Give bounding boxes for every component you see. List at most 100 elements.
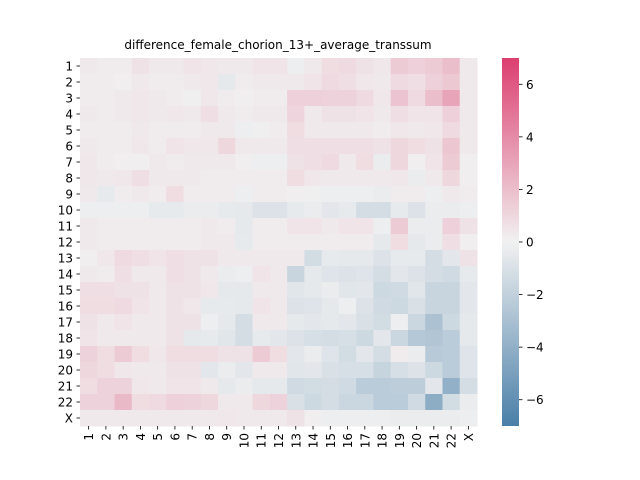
heatmap-cell-10-5 <box>149 202 167 219</box>
heatmap-cell-4-6 <box>166 106 185 123</box>
x-tick-label: 18 <box>376 433 390 448</box>
heatmap-cell-4-21 <box>425 106 443 123</box>
heatmap-cell-20-2 <box>97 362 116 379</box>
heatmap-cell-2-15 <box>321 74 340 91</box>
heatmap-cell-7-3 <box>114 154 133 171</box>
heatmap-cell-7-6 <box>166 154 185 171</box>
heatmap-cell-13-9 <box>218 250 236 267</box>
heatmap-cell-13-6 <box>166 250 185 267</box>
x-tick-label: 14 <box>307 433 321 448</box>
heatmap-cell-10-8 <box>200 202 219 219</box>
heatmap-cell-9-16 <box>338 186 357 203</box>
heatmap-cell-19-2 <box>97 346 116 363</box>
heatmap-cell-6-X <box>459 138 478 155</box>
heatmap-cell-22-1 <box>80 394 98 411</box>
heatmap-cell-7-19 <box>390 154 409 171</box>
y-tick-label: 1 <box>65 60 73 74</box>
heatmap-cell-5-22 <box>442 122 461 139</box>
heatmap-cell-20-9 <box>218 362 236 379</box>
heatmap-cell-21-14 <box>304 378 323 395</box>
heatmap-cell-21-5 <box>149 378 167 395</box>
heatmap-cell-19-12 <box>269 346 288 363</box>
heatmap-cell-17-11 <box>252 314 271 331</box>
heatmap-cell-8-9 <box>218 170 236 187</box>
heatmap-cell-3-21 <box>425 90 443 107</box>
heatmap-cell-17-15 <box>321 314 340 331</box>
heatmap-cell-11-4 <box>131 218 150 235</box>
heatmap-cell-12-4 <box>131 234 150 251</box>
heatmap-cell-18-17 <box>356 330 374 347</box>
heatmap-cell-8-11 <box>252 170 271 187</box>
heatmap-cell-17-19 <box>390 314 409 331</box>
heatmap-cell-4-2 <box>97 106 116 123</box>
x-tick-label: X <box>462 433 476 441</box>
y-tick-label: 7 <box>65 156 73 170</box>
heatmap-cell-5-14 <box>304 122 323 139</box>
heatmap-cell-1-10 <box>235 58 254 75</box>
heatmap-cell-14-16 <box>338 266 357 283</box>
heatmap-cell-3-2 <box>97 90 116 107</box>
heatmap-cell-9-21 <box>425 186 443 203</box>
heatmap-cell-13-19 <box>390 250 409 267</box>
heatmap-cell-22-17 <box>356 394 374 411</box>
heatmap-cell-22-12 <box>269 394 288 411</box>
heatmap-cell-18-9 <box>218 330 236 347</box>
colorbar-tick-label: −4 <box>526 341 544 355</box>
heatmap-cell-11-9 <box>218 218 236 235</box>
heatmap-cell-8-13 <box>287 170 305 187</box>
heatmap-cell-7-9 <box>218 154 236 171</box>
heatmap-cell-6-13 <box>287 138 305 155</box>
heatmap-cell-21-22 <box>442 378 461 395</box>
heatmap-cell-10-20 <box>407 202 426 219</box>
heatmap-cell-10-11 <box>252 202 271 219</box>
heatmap-cell-1-16 <box>338 58 357 75</box>
heatmap-cell-21-6 <box>166 378 185 395</box>
heatmap-cell-7-12 <box>269 154 288 171</box>
heatmap-cell-14-15 <box>321 266 340 283</box>
heatmap-cell-14-8 <box>200 266 219 283</box>
heatmap-cell-1-3 <box>114 58 133 75</box>
heatmap-cell-2-7 <box>183 74 202 91</box>
y-tick-label: 14 <box>58 268 73 282</box>
x-tick-label: 15 <box>324 433 338 448</box>
heatmap-cell-15-13 <box>287 282 305 299</box>
heatmap-cell-2-12 <box>269 74 288 91</box>
heatmap-cell-7-14 <box>304 154 323 171</box>
heatmap-cell-6-21 <box>425 138 443 155</box>
heatmap-cell-2-17 <box>356 74 374 91</box>
heatmap-cell-16-16 <box>338 298 357 315</box>
colorbar <box>502 58 519 426</box>
heatmap-cell-17-10 <box>235 314 254 331</box>
heatmap-cell-22-22 <box>442 394 461 411</box>
heatmap-cell-3-10 <box>235 90 254 107</box>
heatmap-cell-2-21 <box>425 74 443 91</box>
heatmap-cell-14-2 <box>97 266 116 283</box>
heatmap-cell-22-21 <box>425 394 443 411</box>
heatmap-cell-17-4 <box>131 314 150 331</box>
heatmap-cell-19-21 <box>425 346 443 363</box>
heatmap-cell-5-5 <box>149 122 167 139</box>
heatmap-cell-13-5 <box>149 250 167 267</box>
heatmap-cell-22-10 <box>235 394 254 411</box>
heatmap-cell-3-19 <box>390 90 409 107</box>
heatmap-cell-20-8 <box>200 362 219 379</box>
heatmap-cell-10-19 <box>390 202 409 219</box>
heatmap-cell-11-3 <box>114 218 133 235</box>
heatmap-cell-13-17 <box>356 250 374 267</box>
heatmap-cell-5-8 <box>200 122 219 139</box>
heatmap-cell-21-9 <box>218 378 236 395</box>
heatmap-cell-4-1 <box>80 106 98 123</box>
heatmap-cell-13-X <box>459 250 478 267</box>
heatmap-cell-5-19 <box>390 122 409 139</box>
heatmap-cell-19-10 <box>235 346 254 363</box>
heatmap-cell-X-15 <box>321 410 340 427</box>
heatmap-cell-18-18 <box>373 330 392 347</box>
heatmap-cell-11-X <box>459 218 478 235</box>
heatmap-cell-16-7 <box>183 298 202 315</box>
heatmap-cell-3-5 <box>149 90 167 107</box>
heatmap-cell-4-22 <box>442 106 461 123</box>
heatmap-cell-6-3 <box>114 138 133 155</box>
heatmap-cell-16-10 <box>235 298 254 315</box>
heatmap-cell-22-20 <box>407 394 426 411</box>
heatmap-cell-16-21 <box>425 298 443 315</box>
